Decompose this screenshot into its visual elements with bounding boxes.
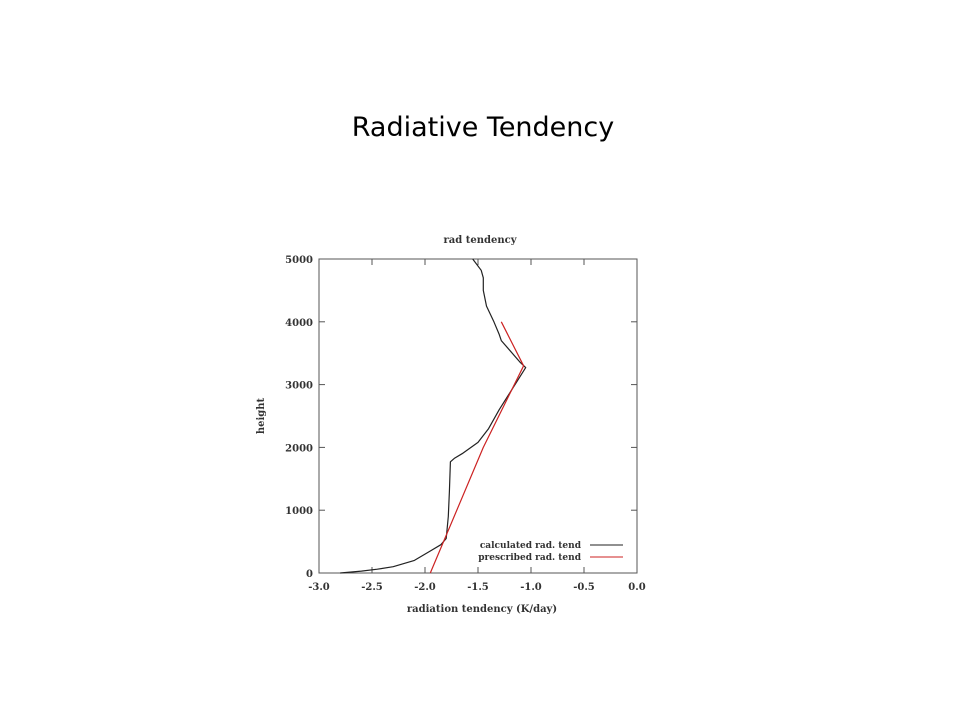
ticks-layer: -3.0 -2.5 -2.0 -1.5 -1.0 -0.5 0.0 0 1000 2000 3000… — [285, 255, 646, 593]
chart-title: rad tendency — [444, 235, 518, 246]
plot-frame — [318, 258, 638, 574]
x-tick-label: -0.5 — [573, 582, 595, 593]
prescribed-series-line — [429, 321, 525, 574]
x-tick-label: -2.5 — [361, 582, 383, 593]
y-axis-label: height — [256, 397, 267, 434]
slide-title: Radiative Tendency — [351, 112, 615, 143]
x-tick-label: -1.5 — [467, 582, 489, 593]
y-tick-label: 3000 — [285, 381, 313, 392]
x-tick-label: -2.0 — [414, 582, 436, 593]
series-layer — [340, 258, 527, 574]
x-tick-label: 0.0 — [628, 582, 645, 593]
legend-label-prescribed: prescribed rad. tend — [478, 553, 581, 563]
y-tick-label: 2000 — [285, 443, 313, 454]
legend-label-calculated: calculated rad. tend — [480, 541, 582, 551]
y-tick-label: 4000 — [285, 318, 313, 329]
y-tick-label: 0 — [306, 569, 313, 580]
x-axis-label: radiation tendency (K/day) — [407, 604, 557, 615]
legend: calculated rad. tend prescribed rad. ten… — [478, 541, 623, 563]
x-tick-label: -3.0 — [308, 582, 330, 593]
calculated-series-line — [340, 258, 527, 574]
y-tick-label: 1000 — [285, 506, 313, 517]
y-tick-label: 5000 — [285, 255, 313, 266]
x-tick-label: -1.0 — [520, 582, 542, 593]
